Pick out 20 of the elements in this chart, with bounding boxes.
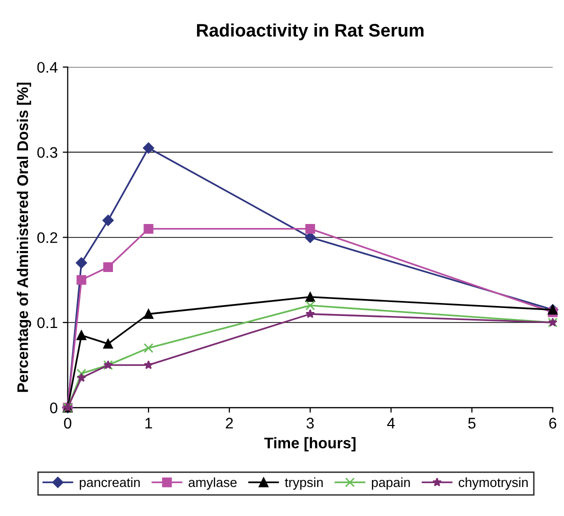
y-tick-label: 0.3 [37, 147, 58, 158]
chart-title: Radioactivity in Rat Serum [197, 23, 424, 40]
y-tick-label: 0.1 [37, 317, 58, 328]
x-tick-label: 6 [549, 418, 556, 429]
y-tick-label: 0.4 [37, 62, 58, 73]
legend-label: amylase [188, 477, 237, 490]
legend-label: pancreatin [80, 477, 140, 490]
x-tick-label: 4 [387, 418, 395, 428]
x-tick-label: 5 [468, 418, 476, 429]
x-tick-label: 2 [226, 418, 233, 428]
x-axis-title: Time [hours] [264, 437, 356, 452]
y-tick-label: 0 [50, 402, 58, 414]
x-tick-label: 1 [145, 418, 152, 428]
y-axis-title: Percentage of Administered Oral Dosis [%] [16, 82, 32, 392]
legend-label: trypsin [284, 477, 323, 490]
legend-label: chymotrysin [458, 477, 528, 490]
legend-label: papain [372, 477, 410, 490]
x-tick-label: 0 [64, 418, 72, 429]
x-tick-label: 3 [306, 418, 314, 429]
y-tick-label: 0.2 [37, 232, 58, 244]
